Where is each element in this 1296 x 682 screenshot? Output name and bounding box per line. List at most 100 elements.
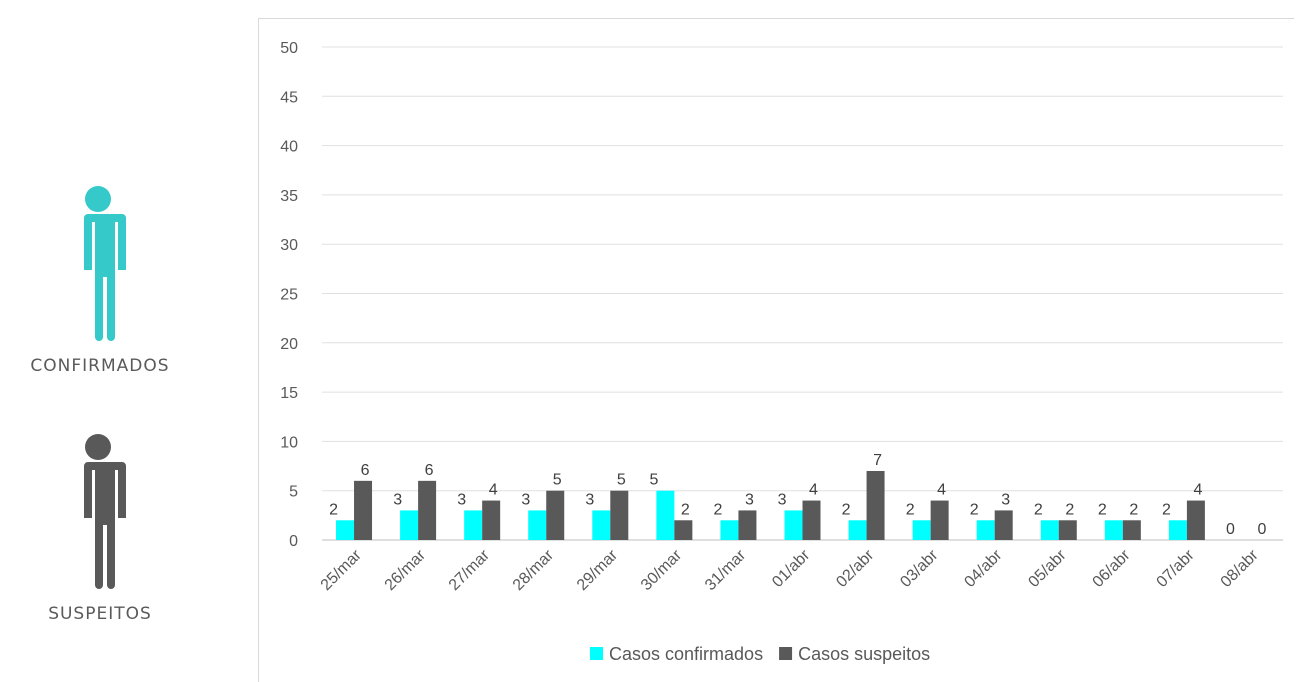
bar-confirmed <box>1040 520 1059 540</box>
y-tick-label: 25 <box>280 287 298 304</box>
bar-confirmed <box>592 510 611 540</box>
y-tick-label: 30 <box>280 237 298 254</box>
confirmed-label: CONFIRMADOS <box>30 356 170 376</box>
bar-confirmed <box>720 520 739 540</box>
x-tick-label: 26/mar <box>382 546 430 594</box>
legend-label-suspected: Casos suspeitos <box>798 644 930 664</box>
data-label: 7 <box>873 452 882 469</box>
y-tick-label: 45 <box>280 89 298 106</box>
data-label: 2 <box>1129 501 1138 518</box>
x-tick-label: 08/abr <box>1218 546 1263 591</box>
legend-label-confirmed: Casos confirmados <box>609 644 763 664</box>
bar-confirmed <box>336 520 355 540</box>
bar-suspected <box>418 480 437 540</box>
bars <box>336 470 1205 540</box>
suspected-label: SUSPEITOS <box>48 604 152 624</box>
data-label: 3 <box>745 491 754 508</box>
data-label: 0 <box>1226 521 1235 538</box>
x-tick-label: 03/abr <box>897 546 942 591</box>
bar-confirmed <box>1104 520 1123 540</box>
bar-suspected <box>738 510 757 540</box>
data-label: 6 <box>361 462 370 479</box>
data-label: 2 <box>1162 501 1171 518</box>
data-label: 2 <box>681 501 690 518</box>
x-tick-label: 02/abr <box>833 546 878 591</box>
data-label: 2 <box>906 501 915 518</box>
bar-suspected <box>866 470 885 540</box>
data-label: 2 <box>714 501 723 518</box>
person-icon <box>74 186 126 341</box>
bar-confirmed <box>464 510 483 540</box>
bar-suspected <box>994 510 1013 540</box>
data-label: 3 <box>585 491 594 508</box>
data-label: 4 <box>937 482 946 499</box>
data-label: 5 <box>649 472 658 489</box>
data-label: 6 <box>425 462 434 479</box>
chart-legend: Casos confirmados Casos suspeitos <box>590 644 930 664</box>
data-label: 2 <box>1065 501 1074 518</box>
bar-suspected <box>354 480 373 540</box>
chart-frame <box>258 18 1294 682</box>
data-label: 3 <box>393 491 402 508</box>
data-label: 5 <box>553 472 562 489</box>
data-label: 4 <box>489 482 498 499</box>
bar-confirmed <box>528 510 547 540</box>
bar-suspected <box>1122 520 1141 540</box>
y-tick-label: 35 <box>280 188 298 205</box>
bar-suspected <box>546 490 565 540</box>
data-label: 4 <box>1193 482 1202 499</box>
person-icon <box>74 434 126 589</box>
x-tick-label: 31/mar <box>702 546 750 594</box>
x-tick-label: 07/abr <box>1154 546 1199 591</box>
bar-suspected <box>1186 500 1205 540</box>
x-tick-label: 04/abr <box>961 546 1006 591</box>
bar-suspected <box>1058 520 1077 540</box>
bar-confirmed <box>784 510 803 540</box>
bar-suspected <box>610 490 629 540</box>
bar-confirmed <box>400 510 419 540</box>
y-tick-label: 0 <box>289 533 298 550</box>
data-label: 3 <box>778 491 787 508</box>
y-axis-ticks: 0 5 10 15 20 25 30 35 40 45 50 <box>280 40 298 550</box>
data-label: 3 <box>1001 491 1010 508</box>
data-label: 3 <box>521 491 530 508</box>
x-tick-label: 29/mar <box>574 546 622 594</box>
y-tick-label: 15 <box>280 385 298 402</box>
data-label: 5 <box>617 472 626 489</box>
bar-confirmed <box>1168 520 1187 540</box>
x-tick-label: 05/abr <box>1025 546 1070 591</box>
y-tick-label: 40 <box>280 139 298 156</box>
bar-suspected <box>802 500 821 540</box>
x-tick-label: 01/abr <box>769 546 814 591</box>
bar-suspected <box>674 520 693 540</box>
bar-confirmed <box>656 490 675 540</box>
y-tick-label: 5 <box>289 484 298 501</box>
side-legend: CONFIRMADOS SUSPEITOS <box>0 0 250 682</box>
data-label: 4 <box>809 482 818 499</box>
x-axis-ticks: 25/mar 26/mar 27/mar 28/mar 29/mar 30/mar 31/m… <box>318 546 1263 594</box>
bar-suspected <box>482 500 501 540</box>
data-label: 3 <box>457 491 466 508</box>
data-label: 2 <box>970 501 979 518</box>
data-label: 0 <box>1258 521 1267 538</box>
x-tick-label: 30/mar <box>638 546 686 594</box>
data-label: 2 <box>1098 501 1107 518</box>
bar-suspected <box>930 500 949 540</box>
data-label: 2 <box>329 501 338 518</box>
bar-confirmed <box>976 520 995 540</box>
bar-confirmed <box>848 520 867 540</box>
x-tick-label: 27/mar <box>446 546 494 594</box>
data-label: 2 <box>1034 501 1043 518</box>
y-tick-label: 20 <box>280 336 298 353</box>
data-labels: 2 6 3 6 3 4 3 5 3 5 5 2 2 3 3 4 2 7 2 4 2 3 2 2 2 2 2 4 0 0 <box>329 452 1266 538</box>
x-tick-label: 25/mar <box>318 546 366 594</box>
data-label: 2 <box>842 501 851 518</box>
x-tick-label: 28/mar <box>510 546 558 594</box>
gridlines <box>322 46 1283 541</box>
x-tick-label: 06/abr <box>1090 546 1135 591</box>
legend-swatch-suspected <box>779 647 793 660</box>
y-tick-label: 50 <box>280 40 298 57</box>
legend-swatch-confirmed <box>590 647 603 660</box>
bar-confirmed <box>912 520 931 540</box>
